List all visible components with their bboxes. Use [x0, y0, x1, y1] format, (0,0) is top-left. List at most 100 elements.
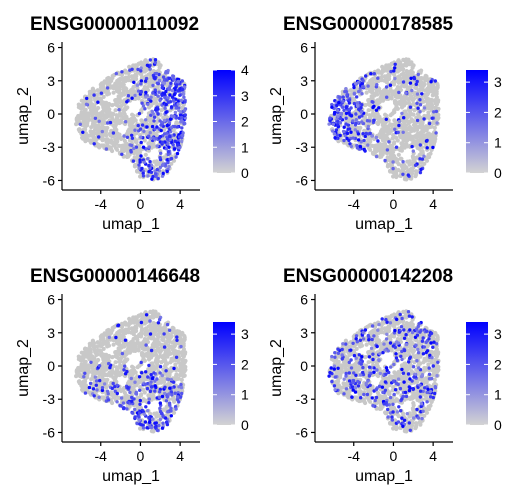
cell-point [122, 92, 127, 97]
expressing-cell-point [177, 108, 181, 113]
cell-point [426, 110, 431, 115]
expressing-cell-point [374, 135, 379, 140]
cell-point [110, 103, 115, 108]
expressing-cell-point [172, 380, 176, 384]
expressing-cell-point [135, 421, 139, 426]
expressing-cell-point [149, 113, 153, 117]
cell-point [117, 97, 122, 102]
cell-point [149, 314, 154, 320]
cell-point [125, 342, 130, 347]
expressing-cell-point [183, 100, 187, 104]
cell-point [88, 140, 94, 145]
cell-point [100, 81, 105, 86]
expressing-cell-point [173, 124, 177, 129]
cell-point [82, 119, 87, 124]
cell-point [404, 118, 410, 123]
expressing-cell-point [172, 77, 176, 82]
expressing-cell-point [154, 71, 159, 76]
expressing-cell-point [148, 332, 153, 336]
expressing-cell-point [338, 95, 342, 99]
expressing-cell-point [353, 128, 357, 132]
expressing-cell-point [157, 78, 162, 83]
cell-point [180, 105, 185, 110]
expressing-cell-point [356, 132, 361, 136]
expressing-cell-point [104, 147, 109, 151]
expressing-cell-point [157, 390, 162, 394]
cell-point [166, 349, 171, 354]
cell-point [172, 398, 177, 404]
expressing-cell-point [125, 407, 129, 411]
expressing-cell-point [374, 154, 379, 159]
expressing-cell-point [165, 169, 169, 174]
cell-point [407, 124, 412, 130]
expressing-cell-point [416, 106, 420, 110]
expressing-cell-point [150, 376, 155, 381]
colorbar-tick-label: 0 [241, 165, 249, 181]
cell-point [143, 152, 148, 157]
cell-point [91, 371, 96, 376]
cell-point [424, 98, 429, 103]
cell-point [135, 148, 140, 153]
cell-point [142, 340, 147, 345]
cell-point [83, 114, 88, 119]
cell-point [166, 332, 171, 337]
expressing-cell-point [108, 365, 112, 370]
expressing-cell-point [148, 160, 152, 164]
cell-point [141, 317, 146, 322]
expressing-cell-point [114, 71, 119, 76]
cell-point [164, 362, 169, 367]
expressing-cell-point [167, 86, 172, 90]
cell-point [411, 112, 416, 117]
expressing-cell-point [336, 123, 340, 127]
y-tick-label: 6 [47, 292, 55, 308]
cell-point [423, 95, 428, 100]
expressing-cell-point [145, 426, 149, 430]
cell-point [366, 108, 371, 113]
expressing-cell-point [171, 143, 175, 147]
cell-point [435, 81, 440, 87]
cell-point [114, 101, 119, 107]
cell-point [138, 426, 143, 431]
cell-point [138, 393, 144, 398]
cell-point [88, 99, 93, 104]
y-tick-label: -6 [296, 172, 309, 188]
expressing-cell-point [138, 388, 142, 392]
cell-point [131, 385, 136, 390]
cell-point [121, 115, 127, 120]
expressing-cell-point [392, 69, 396, 73]
expressing-cell-point [169, 414, 173, 418]
cell-point [126, 330, 131, 335]
expressing-cell-point [166, 142, 170, 146]
expressing-cell-point [387, 140, 391, 144]
expressing-cell-point [410, 144, 414, 149]
cell-point [100, 121, 105, 126]
cell-point [133, 348, 138, 353]
expressing-cell-point [117, 108, 121, 112]
expressing-cell-point [123, 364, 127, 368]
colorbar-tick-label: 2 [494, 104, 502, 120]
expressing-cell-point [347, 101, 351, 105]
cell-point [99, 101, 104, 106]
expressing-cell-point [375, 83, 379, 87]
expressing-cell-point [118, 404, 122, 408]
cell-point [99, 343, 104, 349]
expressing-cell-point [156, 112, 160, 116]
y-axis-label: umap_2 [15, 87, 32, 145]
expressing-cell-point [363, 134, 367, 139]
expressing-cell-point [341, 95, 345, 99]
cell-point [398, 134, 403, 139]
expressing-cell-point [408, 81, 413, 85]
expressing-cell-point [169, 409, 173, 413]
cell-point [103, 137, 108, 142]
cell-point [100, 336, 105, 341]
expressing-cell-point [176, 102, 180, 106]
expressing-cell-point [413, 163, 418, 167]
expressing-cell-point [175, 83, 179, 87]
cell-point [166, 352, 171, 357]
expressing-cell-point [129, 376, 133, 381]
expressing-cell-point [111, 131, 116, 135]
cell-point [111, 86, 116, 91]
expressing-cell-point [180, 134, 185, 138]
expressing-cell-point [150, 124, 155, 129]
expressing-cell-point [177, 400, 181, 404]
